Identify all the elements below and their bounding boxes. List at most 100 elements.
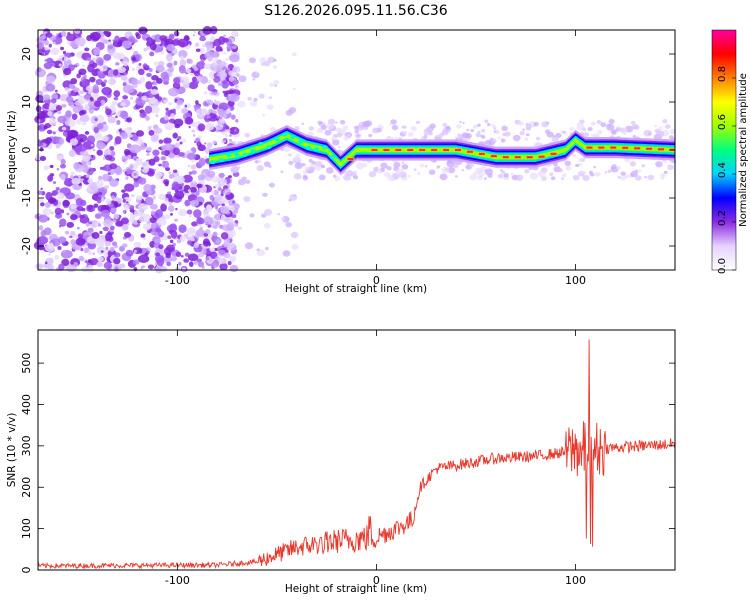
noise-blob bbox=[75, 237, 86, 246]
noise-blob bbox=[109, 163, 118, 170]
noise-blob bbox=[103, 65, 107, 70]
noise-blob bbox=[163, 99, 168, 104]
halo-blob bbox=[636, 169, 641, 173]
noise-blob bbox=[133, 266, 138, 272]
noise-blob bbox=[156, 217, 167, 227]
halo-blob bbox=[477, 171, 485, 177]
snr-series-line bbox=[37, 339, 676, 570]
noise-blob bbox=[121, 40, 132, 49]
noise-blob bbox=[229, 255, 236, 263]
noise-blob bbox=[220, 70, 224, 74]
noise-blob bbox=[232, 200, 235, 204]
noise-blob bbox=[45, 137, 53, 144]
ridge-core-red bbox=[646, 147, 653, 150]
noise-blob bbox=[174, 142, 180, 148]
noise-blob bbox=[228, 76, 235, 82]
noise-blob bbox=[57, 236, 67, 244]
noise-blob bbox=[114, 244, 118, 248]
noise-blob bbox=[166, 244, 176, 253]
noise-blob bbox=[44, 244, 55, 252]
halo-blob bbox=[446, 160, 455, 168]
noise-blob bbox=[109, 246, 115, 252]
noise-blob bbox=[155, 209, 163, 218]
noise-blob bbox=[131, 194, 135, 197]
halo-blob bbox=[390, 119, 397, 125]
halo-blob bbox=[303, 174, 308, 179]
halo-blob bbox=[533, 121, 539, 127]
halo-blob bbox=[578, 158, 583, 163]
noise-blob bbox=[204, 216, 213, 225]
noise-blob bbox=[203, 142, 207, 145]
noise-blob bbox=[125, 168, 134, 175]
halo-blob bbox=[250, 100, 258, 107]
noise-blob bbox=[144, 64, 149, 69]
halo-blob bbox=[503, 173, 509, 178]
noise-blob bbox=[116, 119, 121, 125]
halo-blob bbox=[644, 176, 647, 179]
halo-blob bbox=[582, 174, 590, 181]
noise-blob bbox=[79, 214, 85, 219]
noise-blob bbox=[171, 38, 180, 46]
halo-blob bbox=[259, 57, 267, 64]
ridge-spot bbox=[330, 154, 336, 159]
noise-blob bbox=[96, 261, 103, 267]
noise-blob bbox=[58, 138, 65, 145]
noise-blob bbox=[97, 122, 104, 130]
halo-blob bbox=[268, 96, 273, 100]
halo-blob bbox=[395, 168, 404, 176]
halo-blob bbox=[541, 121, 549, 128]
halo-blob bbox=[315, 166, 321, 171]
halo-blob bbox=[206, 115, 211, 119]
halo-blob bbox=[402, 130, 408, 135]
noise-blob bbox=[147, 264, 155, 270]
halo-blob bbox=[362, 120, 370, 128]
halo-blob bbox=[519, 121, 524, 126]
noise-blob bbox=[79, 138, 84, 142]
y-tick-label: 0 bbox=[20, 147, 33, 154]
noise-blob bbox=[154, 34, 162, 43]
noise-blob bbox=[198, 157, 206, 167]
noise-blob bbox=[44, 202, 51, 209]
halo-blob bbox=[270, 183, 275, 187]
noise-blob bbox=[171, 181, 180, 191]
halo-blob bbox=[280, 170, 284, 173]
noise-blob bbox=[112, 52, 122, 59]
noise-blob bbox=[140, 167, 144, 170]
halo-blob bbox=[472, 171, 478, 176]
noise-blob bbox=[97, 70, 103, 75]
halo-blob bbox=[497, 173, 504, 179]
halo-blob bbox=[667, 164, 674, 171]
noise-blob bbox=[150, 222, 157, 229]
halo-blob bbox=[500, 138, 506, 143]
noise-blob bbox=[138, 62, 142, 66]
noise-blob bbox=[43, 62, 53, 70]
noise-blob bbox=[146, 46, 150, 50]
noise-blob bbox=[160, 203, 167, 212]
halo-blob bbox=[230, 221, 237, 227]
noise-blob bbox=[158, 193, 167, 201]
noise-blob bbox=[51, 189, 59, 195]
noise-blob bbox=[48, 117, 57, 126]
noise-blob bbox=[220, 232, 229, 240]
halo-blob bbox=[356, 134, 360, 137]
noise-blob bbox=[72, 87, 80, 93]
noise-blob bbox=[125, 176, 129, 180]
noise-blob bbox=[197, 144, 206, 152]
halo-blob bbox=[647, 174, 655, 181]
halo-blob bbox=[339, 119, 346, 125]
noise-blob bbox=[148, 125, 152, 130]
x-tick-label: -100 bbox=[165, 574, 190, 587]
noise-blob bbox=[113, 252, 121, 258]
halo-blob bbox=[216, 208, 220, 212]
noise-blob bbox=[113, 90, 121, 98]
halo-blob bbox=[252, 78, 256, 81]
halo-blob bbox=[215, 220, 221, 226]
noise-blob bbox=[73, 261, 79, 267]
noise-blob bbox=[45, 75, 56, 84]
noise-blob bbox=[122, 210, 126, 214]
halo-blob bbox=[416, 120, 421, 125]
halo-blob bbox=[308, 159, 313, 163]
halo-blob bbox=[291, 244, 299, 250]
noise-blob bbox=[185, 68, 192, 74]
noise-blob bbox=[178, 49, 188, 59]
